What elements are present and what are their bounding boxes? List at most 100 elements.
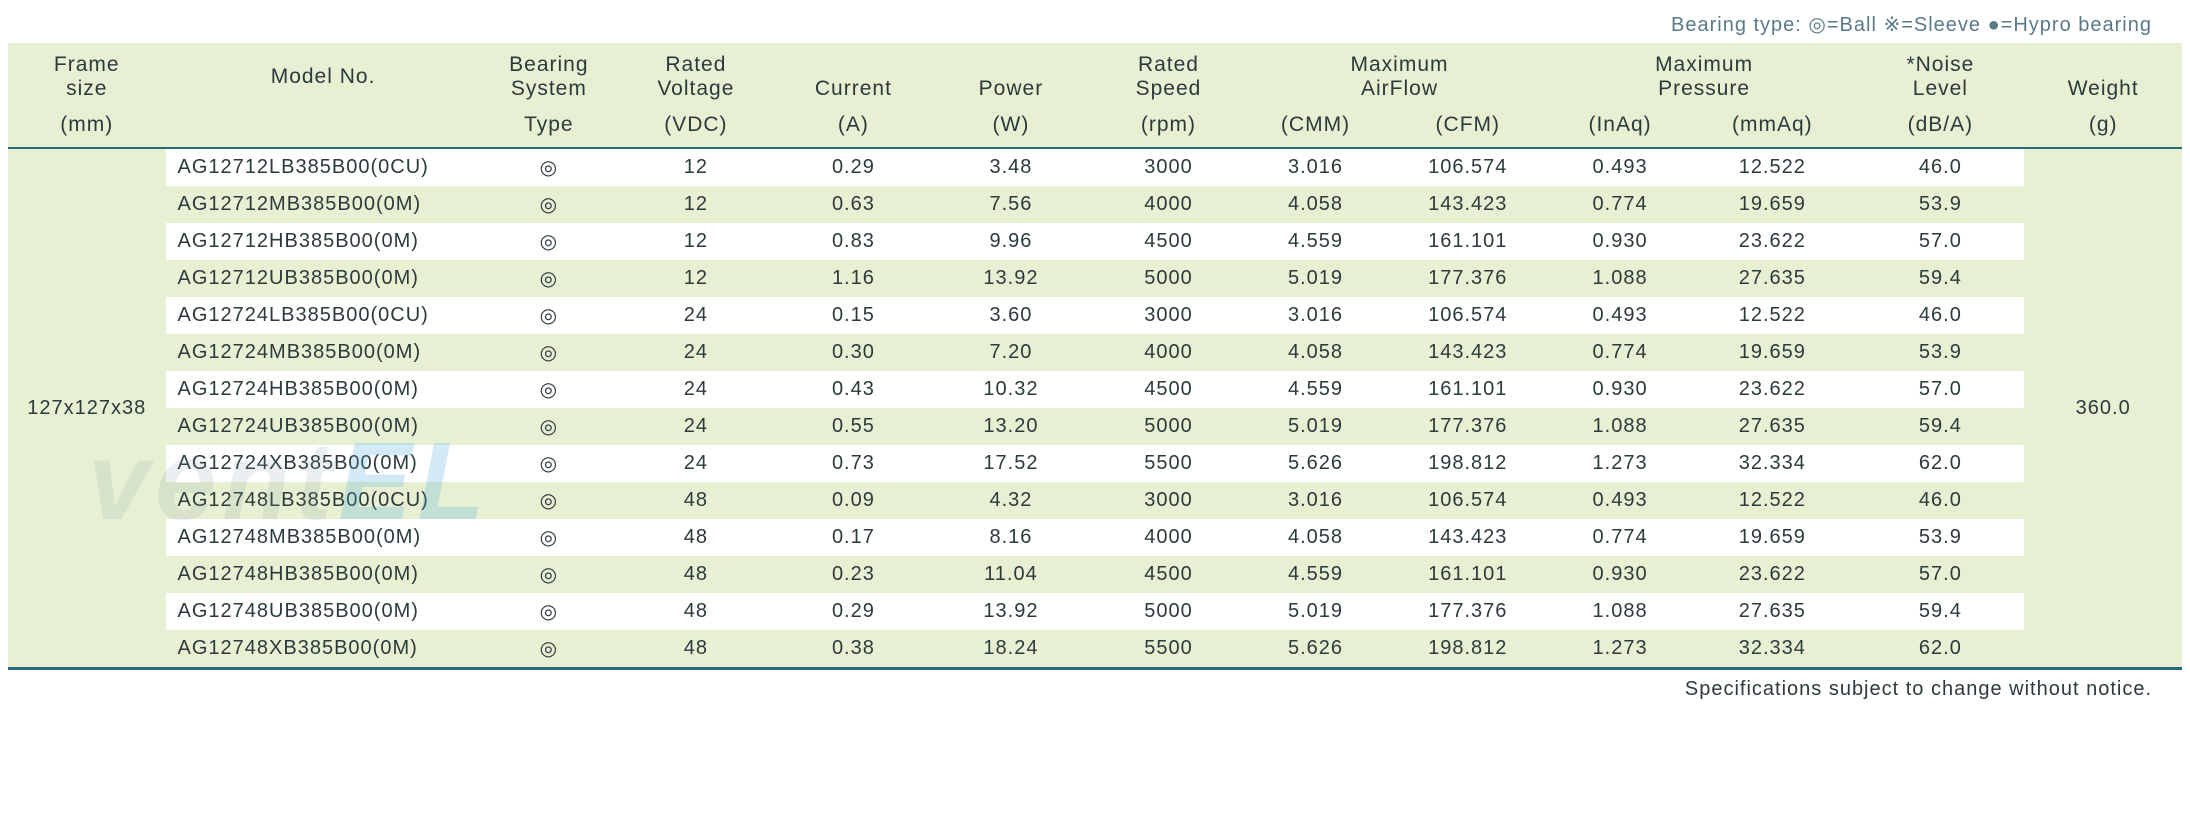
hdr-frame-1: Framesize [8, 43, 166, 107]
cell-noise: 62.0 [1856, 630, 2024, 669]
spec-table: Framesize Model No. BearingSystem RatedV… [8, 43, 2182, 670]
cell-voltage: 48 [617, 556, 775, 593]
cell-cfm: 106.574 [1384, 297, 1552, 334]
cell-power: 4.32 [932, 482, 1090, 519]
cell-noise: 59.4 [1856, 260, 2024, 297]
cell-voltage: 12 [617, 148, 775, 186]
cell-mmaq: 12.522 [1688, 297, 1856, 334]
cell-voltage: 24 [617, 334, 775, 371]
cell-voltage: 48 [617, 519, 775, 556]
table-row: AG12724MB385B00(0M)◎240.307.2040004.0581… [8, 334, 2182, 371]
cell-voltage: 48 [617, 482, 775, 519]
cell-voltage: 48 [617, 630, 775, 669]
cell-voltage: 24 [617, 408, 775, 445]
cell-mmaq: 27.635 [1688, 260, 1856, 297]
legend-label: Bearing type: [1671, 14, 1802, 36]
table-row: AG12712UB385B00(0M)◎121.1613.9250005.019… [8, 260, 2182, 297]
cell-power: 7.56 [932, 186, 1090, 223]
cell-cfm: 106.574 [1384, 148, 1552, 186]
cell-noise: 59.4 [1856, 408, 2024, 445]
table-header: Framesize Model No. BearingSystem RatedV… [8, 43, 2182, 148]
cell-bearing: ◎ [481, 334, 618, 371]
cell-speed: 5000 [1090, 408, 1248, 445]
cell-noise: 59.4 [1856, 593, 2024, 630]
cell-model: AG12724XB385B00(0M) [166, 445, 481, 482]
cell-speed: 4000 [1090, 519, 1248, 556]
cell-mmaq: 12.522 [1688, 482, 1856, 519]
cell-model: AG12712MB385B00(0M) [166, 186, 481, 223]
cell-bearing: ◎ [481, 148, 618, 186]
cell-power: 10.32 [932, 371, 1090, 408]
cell-mmaq: 23.622 [1688, 223, 1856, 260]
cell-current: 0.55 [775, 408, 933, 445]
table-row: AG12748LB385B00(0CU)◎480.094.3230003.016… [8, 482, 2182, 519]
table-row: AG12712MB385B00(0M)◎120.637.5640004.0581… [8, 186, 2182, 223]
table-row: AG12712HB385B00(0M)◎120.839.9645004.5591… [8, 223, 2182, 260]
cell-current: 0.73 [775, 445, 933, 482]
cell-mmaq: 23.622 [1688, 556, 1856, 593]
cell-power: 13.92 [932, 593, 1090, 630]
cell-model: AG12748UB385B00(0M) [166, 593, 481, 630]
frame-size-cell: 127x127x38 [8, 148, 166, 669]
table-row: AG12748MB385B00(0M)◎480.178.1640004.0581… [8, 519, 2182, 556]
cell-mmaq: 27.635 [1688, 408, 1856, 445]
cell-speed: 4000 [1090, 334, 1248, 371]
table-row: AG12724HB385B00(0M)◎240.4310.3245004.559… [8, 371, 2182, 408]
cell-cmm: 3.016 [1247, 482, 1384, 519]
cell-cfm: 161.101 [1384, 556, 1552, 593]
cell-bearing: ◎ [481, 482, 618, 519]
hdr-weight: Weight [2024, 43, 2182, 107]
cell-bearing: ◎ [481, 556, 618, 593]
cell-bearing: ◎ [481, 371, 618, 408]
cell-cmm: 5.626 [1247, 630, 1384, 669]
cell-mmaq: 23.622 [1688, 371, 1856, 408]
cell-noise: 46.0 [1856, 297, 2024, 334]
cell-power: 3.60 [932, 297, 1090, 334]
cell-cfm: 198.812 [1384, 445, 1552, 482]
cell-cfm: 143.423 [1384, 186, 1552, 223]
cell-cfm: 161.101 [1384, 371, 1552, 408]
cell-cmm: 4.058 [1247, 334, 1384, 371]
cell-power: 7.20 [932, 334, 1090, 371]
cell-current: 0.15 [775, 297, 933, 334]
hdr-current-unit: (A) [775, 107, 933, 148]
table-row: AG12724XB385B00(0M)◎240.7317.5255005.626… [8, 445, 2182, 482]
hdr-power-unit: (W) [932, 107, 1090, 148]
cell-power: 18.24 [932, 630, 1090, 669]
cell-mmaq: 19.659 [1688, 519, 1856, 556]
cell-speed: 5500 [1090, 630, 1248, 669]
cell-speed: 4500 [1090, 556, 1248, 593]
footnote: Specifications subject to change without… [8, 670, 2182, 701]
hdr-model-unit [166, 107, 481, 148]
cell-voltage: 12 [617, 223, 775, 260]
cell-model: AG12748HB385B00(0M) [166, 556, 481, 593]
hdr-inaq-unit: (InAq) [1552, 107, 1689, 148]
cell-bearing: ◎ [481, 593, 618, 630]
cell-cfm: 143.423 [1384, 334, 1552, 371]
cell-bearing: ◎ [481, 186, 618, 223]
hdr-power: Power [932, 43, 1090, 107]
cell-inaq: 0.493 [1552, 297, 1689, 334]
cell-cfm: 106.574 [1384, 482, 1552, 519]
cell-speed: 4500 [1090, 223, 1248, 260]
cell-speed: 3000 [1090, 297, 1248, 334]
cell-cmm: 4.559 [1247, 223, 1384, 260]
cell-current: 0.17 [775, 519, 933, 556]
cell-cmm: 5.626 [1247, 445, 1384, 482]
cell-cmm: 4.559 [1247, 556, 1384, 593]
cell-speed: 5000 [1090, 260, 1248, 297]
cell-power: 8.16 [932, 519, 1090, 556]
hdr-speed-unit: (rpm) [1090, 107, 1248, 148]
cell-speed: 5000 [1090, 593, 1248, 630]
bearing-legend: Bearing type: ◎=Ball ※=Sleeve ●=Hypro be… [8, 8, 2182, 43]
hdr-cfm-unit: (CFM) [1384, 107, 1552, 148]
cell-cmm: 3.016 [1247, 148, 1384, 186]
cell-mmaq: 32.334 [1688, 630, 1856, 669]
cell-cfm: 177.376 [1384, 593, 1552, 630]
cell-bearing: ◎ [481, 630, 618, 669]
cell-noise: 53.9 [1856, 186, 2024, 223]
cell-inaq: 1.088 [1552, 408, 1689, 445]
cell-voltage: 12 [617, 260, 775, 297]
cell-power: 17.52 [932, 445, 1090, 482]
cell-voltage: 24 [617, 371, 775, 408]
